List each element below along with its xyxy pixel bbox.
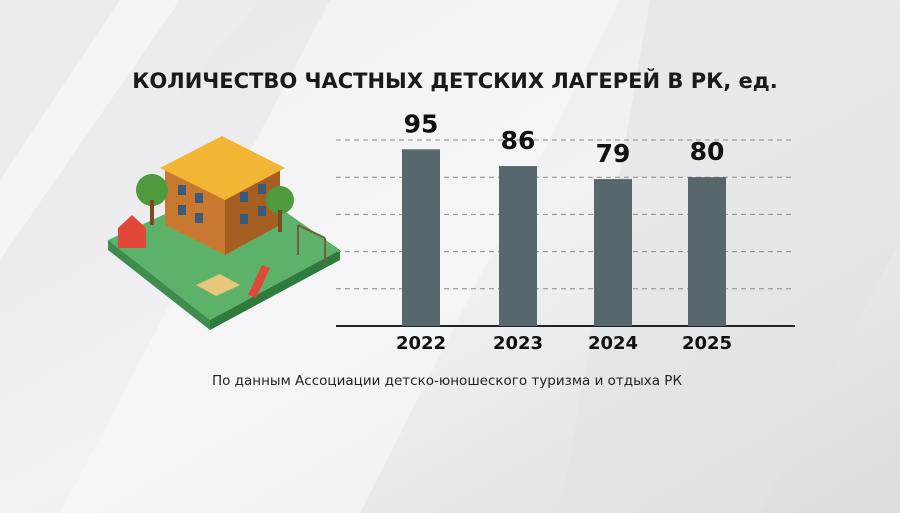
bar <box>594 179 632 326</box>
bar <box>402 149 440 326</box>
bar <box>688 177 726 326</box>
x-tick-label: 2022 <box>396 333 446 354</box>
source-note: По данным Ассоциации детско-юношеского т… <box>212 373 682 389</box>
x-tick-label: 2025 <box>682 333 732 354</box>
value-label: 86 <box>501 126 536 155</box>
x-tick-label: 2024 <box>588 333 638 354</box>
illustration <box>108 136 340 330</box>
value-label: 80 <box>690 137 725 166</box>
bar <box>499 166 537 326</box>
x-tick-label: 2023 <box>493 333 543 354</box>
value-label: 79 <box>596 139 631 168</box>
chart-title: КОЛИЧЕСТВО ЧАСТНЫХ ДЕТСКИХ ЛАГЕРЕЙ В РК,… <box>132 68 777 93</box>
value-label: 95 <box>404 109 439 138</box>
